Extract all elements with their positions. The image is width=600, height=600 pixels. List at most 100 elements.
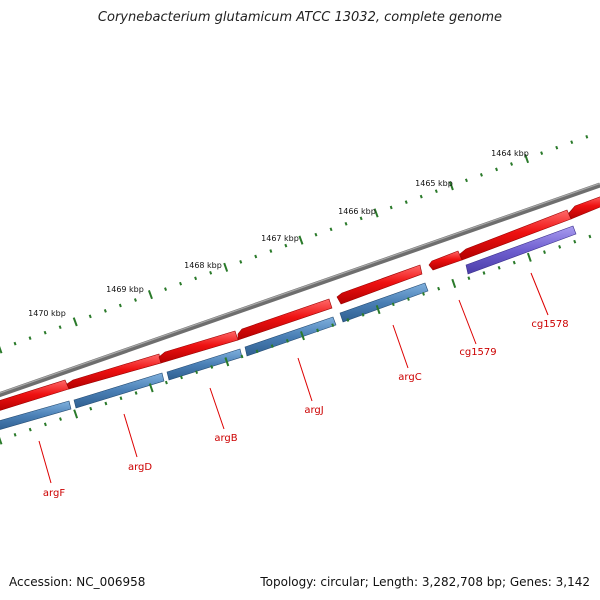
label-connectors xyxy=(38,272,549,484)
accession-text: Accession: NC_006958 xyxy=(9,575,146,589)
gene-label-argF[interactable]: argF xyxy=(43,488,65,499)
inner-scale-tick xyxy=(391,302,395,307)
outer-scale-ticks xyxy=(0,134,589,354)
outer-scale-tick xyxy=(359,216,363,221)
gene-feature[interactable] xyxy=(66,353,162,390)
inner-scale-tick xyxy=(558,245,562,249)
inner-scale-tick xyxy=(180,375,183,380)
inner-scale-tick xyxy=(512,260,516,265)
genome-backbone xyxy=(0,182,600,398)
scale-label-1468: 1468 kbp xyxy=(184,261,222,270)
outer-scale-tick xyxy=(194,276,198,281)
inner-scale-tick xyxy=(467,276,471,281)
outer-scale-tick xyxy=(147,290,153,300)
inner-scale-tick xyxy=(255,349,259,354)
outer-scale-tick xyxy=(495,167,499,172)
outer-scale-tick xyxy=(510,162,514,166)
inner-scale-tick xyxy=(270,344,274,348)
inner-scale-tick xyxy=(451,278,457,289)
gene-feature[interactable] xyxy=(336,264,423,305)
scale-label-1466: 1466 kbp xyxy=(338,207,376,216)
outer-scale-tick xyxy=(118,303,122,308)
inner-scale-tick xyxy=(361,312,365,317)
scale-label-1470: 1470 kbp xyxy=(28,309,66,318)
scale-label-1467: 1467 kbp xyxy=(261,234,299,243)
inner-scale-tick xyxy=(526,252,532,262)
outer-scale-tick xyxy=(329,227,333,232)
connector-argD xyxy=(123,413,138,458)
outer-scale-tick xyxy=(344,221,348,226)
outer-scale-tick xyxy=(464,178,468,183)
inner-scale-tick xyxy=(224,357,230,367)
outer-scale-tick xyxy=(448,181,454,191)
cds-feature[interactable] xyxy=(73,372,165,409)
inner-scale-tick xyxy=(588,234,592,239)
gene-track xyxy=(0,195,600,411)
cds-feature[interactable] xyxy=(244,316,337,357)
inner-scale-tick xyxy=(104,401,108,406)
outer-scale-tick xyxy=(419,194,423,199)
inner-scale-tick xyxy=(285,338,289,343)
inner-scale-tick xyxy=(134,391,138,395)
inner-scale-tick xyxy=(73,409,79,419)
connector-cg1579 xyxy=(458,299,477,345)
connector-argJ xyxy=(297,357,313,402)
gene-feature[interactable] xyxy=(428,250,463,271)
outer-scale-tick xyxy=(434,189,438,194)
outer-scale-tick xyxy=(133,298,137,302)
outer-scale-tick xyxy=(239,260,243,264)
gene-label-argB[interactable]: argB xyxy=(214,433,237,444)
outer-scale-tick xyxy=(479,173,483,177)
gene-feature[interactable] xyxy=(237,298,333,341)
inner-scale-tick xyxy=(422,292,425,296)
gene-label-argJ[interactable]: argJ xyxy=(304,405,323,416)
genome-backbone-highlight xyxy=(0,182,600,394)
inner-scale-tick xyxy=(148,383,154,393)
outer-scale-tick xyxy=(570,140,574,145)
inner-scale-tick xyxy=(210,365,214,369)
inner-scale-tick xyxy=(89,406,93,411)
outer-scale-tick xyxy=(373,208,379,218)
gene-label-argD[interactable]: argD xyxy=(128,462,152,473)
cds-feature[interactable] xyxy=(0,400,72,431)
inner-scale-tick xyxy=(240,354,244,359)
outer-scale-tick xyxy=(223,262,229,272)
scale-label-1465: 1465 kbp xyxy=(415,179,453,188)
cds-track xyxy=(0,225,577,431)
inner-scale-tick xyxy=(316,328,320,333)
genome-summary-text: Topology: circular; Length: 3,282,708 bp… xyxy=(260,575,590,589)
cds-feature-other[interactable] xyxy=(465,225,577,275)
outer-scale-tick xyxy=(284,243,288,248)
inner-scale-tick xyxy=(13,432,17,437)
inner-scale-tick xyxy=(331,323,335,328)
gene-label-cg1578[interactable]: cg1578 xyxy=(531,319,568,330)
inner-scale-tick xyxy=(543,250,546,255)
outer-scale-tick xyxy=(524,153,530,164)
inner-scale-tick xyxy=(406,297,410,301)
gene-label-argC[interactable]: argC xyxy=(398,372,421,383)
inner-scale-tick xyxy=(164,380,168,385)
scale-label-1464: 1464 kbp xyxy=(491,149,529,158)
outer-scale-tick xyxy=(389,205,393,210)
connector-cg1578 xyxy=(530,272,549,316)
gene-feature[interactable] xyxy=(158,330,239,364)
outer-scale-tick xyxy=(43,330,47,335)
outer-scale-tick xyxy=(13,341,17,346)
inner-scale-tick xyxy=(28,427,32,432)
inner-scale-tick xyxy=(482,271,486,275)
gene-feature[interactable] xyxy=(568,195,600,220)
gene-feature[interactable] xyxy=(459,209,572,261)
inner-scale-ticks xyxy=(0,234,592,445)
outer-scale-tick xyxy=(254,254,258,259)
inner-scale-tick xyxy=(346,318,350,322)
inner-scale-tick xyxy=(300,331,305,341)
connector-argB xyxy=(209,387,225,430)
outer-scale-tick xyxy=(404,200,408,204)
outer-scale-tick xyxy=(298,235,304,245)
outer-scale-tick xyxy=(58,325,62,330)
connector-argC xyxy=(392,324,409,369)
outer-scale-tick xyxy=(209,270,213,275)
cds-feature[interactable] xyxy=(339,282,429,323)
outer-scale-tick xyxy=(314,232,318,237)
gene-label-cg1579[interactable]: cg1579 xyxy=(459,347,496,358)
